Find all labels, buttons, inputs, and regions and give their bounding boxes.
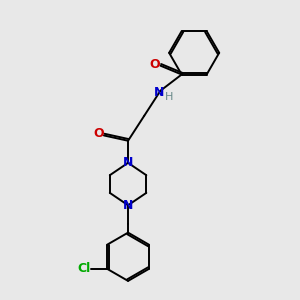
Text: Cl: Cl xyxy=(78,262,91,275)
Text: N: N xyxy=(123,156,133,169)
Text: N: N xyxy=(123,199,133,212)
Text: N: N xyxy=(154,86,164,99)
Text: O: O xyxy=(150,58,160,71)
Text: H: H xyxy=(165,92,173,102)
Text: O: O xyxy=(93,127,104,140)
